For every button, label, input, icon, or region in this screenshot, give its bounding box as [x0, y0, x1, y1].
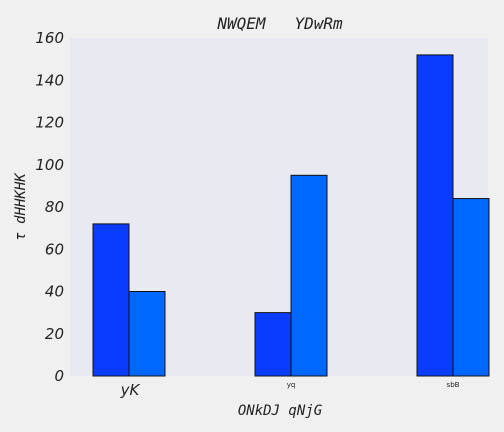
y-tick-label: 0 [54, 367, 64, 385]
y-tick-label: 60 [45, 240, 64, 258]
bars [92, 54, 490, 377]
x-axis-ticks: yK yq sbB [120, 381, 460, 399]
y-tick-label: 140 [35, 71, 64, 89]
y-tick-label: 80 [45, 198, 64, 216]
y-axis-ticks: 0 20 40 60 80 100 120 140 160 [35, 29, 64, 385]
y-tick-label: 20 [45, 325, 64, 343]
y-tick-label: 100 [35, 156, 64, 174]
y-tick-label: 40 [45, 283, 64, 301]
x-tick-label: yK [120, 381, 141, 399]
chart-title: NWQEM YDwRm [216, 14, 343, 33]
y-tick-label: 160 [35, 29, 64, 47]
y-tick-label: 120 [35, 114, 64, 132]
x-tick-label: yq [287, 381, 296, 389]
x-tick-label: sbB [447, 381, 460, 389]
y-axis-label: τ dHHKHK [13, 172, 29, 241]
bar [92, 223, 130, 377]
bar [254, 312, 292, 377]
bar [416, 54, 454, 377]
bar [452, 198, 490, 377]
bar [290, 174, 328, 377]
x-axis-label: ONkDJ qNjG [238, 403, 323, 419]
bar [128, 291, 166, 377]
